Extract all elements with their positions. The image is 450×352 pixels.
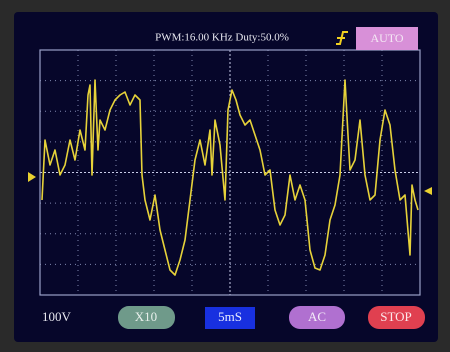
- status-text: PWM:16.00 KHz Duty:50.0%: [155, 32, 289, 44]
- run-text: STOP: [380, 309, 412, 324]
- probe-text: X10: [135, 309, 157, 324]
- oscilloscope-screen: PWM:16.00 KHz Duty:50.0% AUTO 100V X10 5…: [0, 0, 450, 352]
- coupling-text: AC: [308, 309, 326, 324]
- mode-text: AUTO: [370, 31, 403, 45]
- volts-label: 100V: [42, 309, 72, 324]
- timebase-text: 5mS: [218, 309, 242, 324]
- page: PWM:16.00 KHz Duty:50.0% AUTO 100V X10 5…: [0, 0, 450, 352]
